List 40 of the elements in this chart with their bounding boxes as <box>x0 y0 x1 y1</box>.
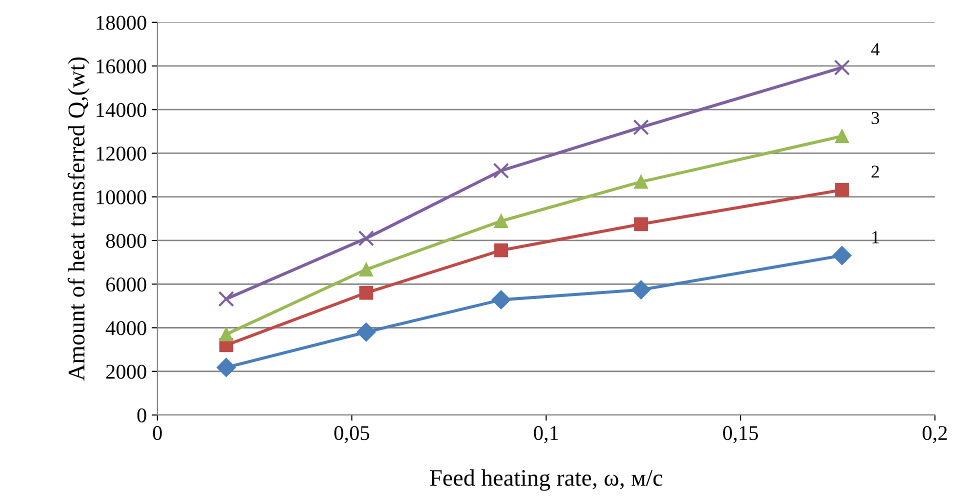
series-label: 4 <box>871 43 880 56</box>
point <box>359 262 374 276</box>
y-tick-label: 16000 <box>96 59 146 74</box>
x-tick-label: 0,1 <box>534 426 558 444</box>
y-tick-label: 0 <box>137 408 146 422</box>
point <box>216 358 236 377</box>
x-axis-title: Feed heating rate, ω, м/с <box>430 469 662 491</box>
series-label: 3 <box>872 112 880 124</box>
point <box>218 290 234 307</box>
series-label: 2 <box>872 166 879 178</box>
point <box>219 327 234 342</box>
x-tick-label: 0 <box>152 426 162 440</box>
y-tick-label: 4000 <box>106 321 146 336</box>
point <box>359 286 374 300</box>
x-tick-label: 0,05 <box>334 426 370 444</box>
x-tick-label: 0,15 <box>723 426 758 444</box>
y-tick-label: 14000 <box>96 102 146 118</box>
point <box>835 129 849 144</box>
point <box>494 243 508 258</box>
point <box>493 162 510 179</box>
y-tick-label: 12000 <box>96 146 146 161</box>
y-tick-label: 8000 <box>106 234 146 248</box>
point <box>832 246 852 266</box>
y-axis-title: Amount of heat transferred Q,(wt) <box>68 57 90 381</box>
point <box>834 60 850 76</box>
point <box>492 290 511 310</box>
point <box>631 280 651 300</box>
point <box>634 217 648 232</box>
y-tick-label: 10000 <box>96 190 146 204</box>
point <box>356 322 376 342</box>
point <box>358 230 374 246</box>
x-tick-label: 0,2 <box>922 426 947 444</box>
y-tick-label: 2000 <box>106 364 146 379</box>
point <box>835 182 849 197</box>
y-tick-label: 6000 <box>106 277 146 292</box>
y-tick-label: 18000 <box>96 16 146 30</box>
point <box>494 214 508 228</box>
point <box>634 174 648 189</box>
series-label: 1 <box>872 231 879 244</box>
point <box>633 119 650 136</box>
